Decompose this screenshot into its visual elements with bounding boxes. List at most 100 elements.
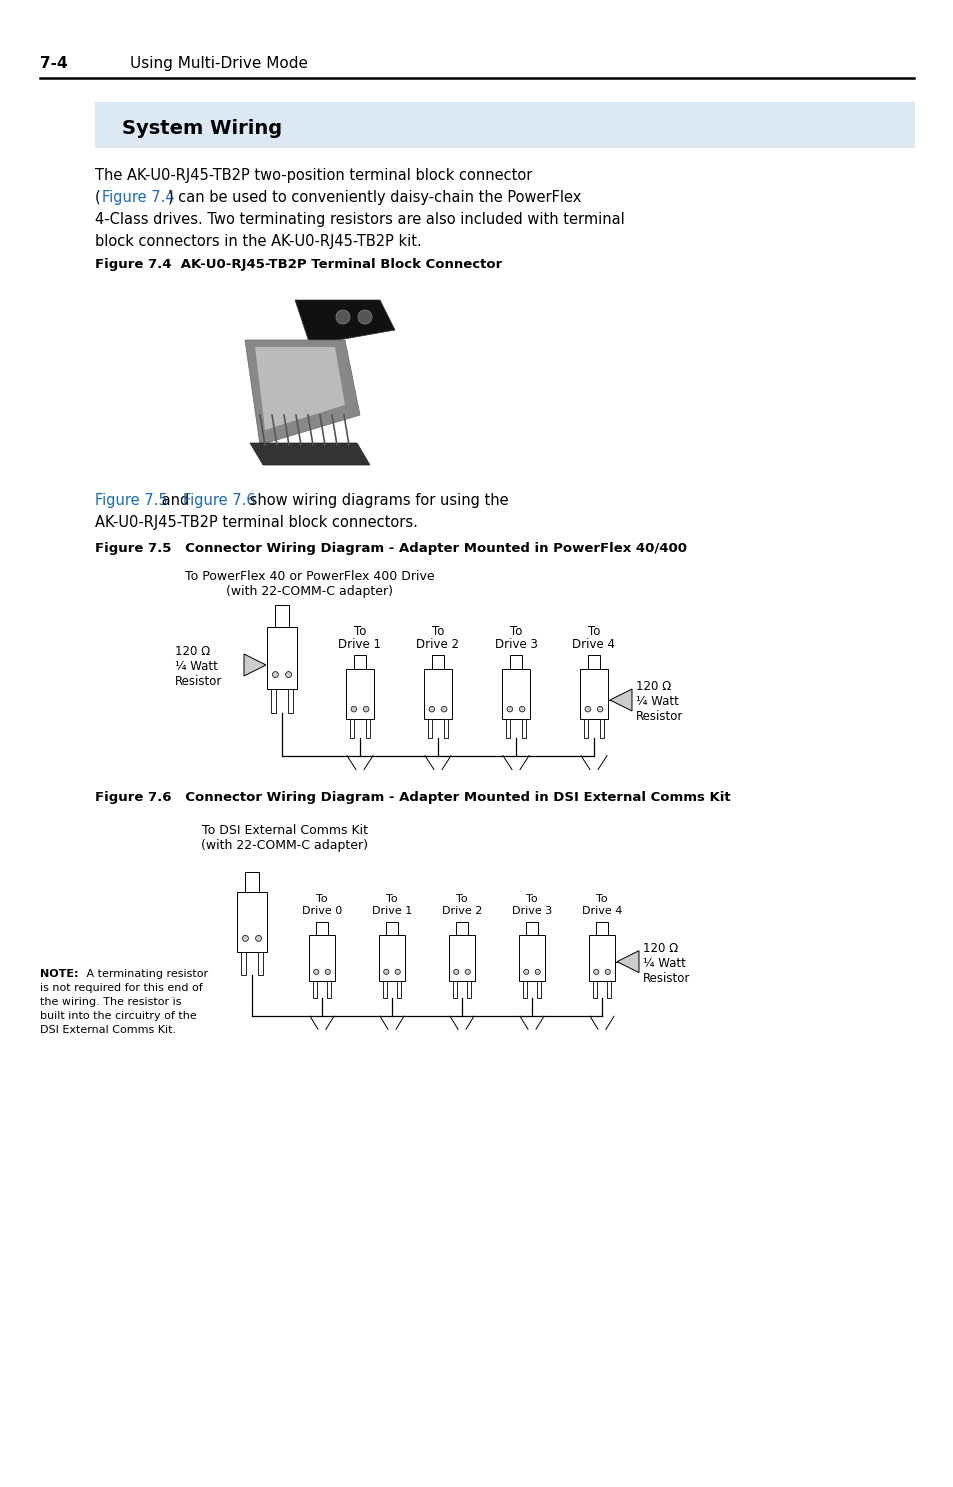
Bar xyxy=(443,718,448,738)
Circle shape xyxy=(454,970,458,974)
Bar xyxy=(599,718,603,738)
Text: Figure 7.4  AK-U0-RJ45-TB2P Terminal Block Connector: Figure 7.4 AK-U0-RJ45-TB2P Terminal Bloc… xyxy=(95,259,501,271)
Text: Resistor: Resistor xyxy=(636,709,682,723)
Polygon shape xyxy=(254,346,345,430)
Text: To: To xyxy=(526,894,537,904)
Bar xyxy=(521,718,525,738)
Text: show wiring diagrams for using the: show wiring diagrams for using the xyxy=(245,494,508,509)
Polygon shape xyxy=(245,341,359,445)
Circle shape xyxy=(285,672,292,678)
Bar xyxy=(579,669,607,718)
Bar xyxy=(95,103,914,149)
Text: Drive 3: Drive 3 xyxy=(512,906,552,916)
Circle shape xyxy=(335,309,350,324)
Text: built into the circuitry of the: built into the circuitry of the xyxy=(40,1011,196,1020)
Text: 120 Ω: 120 Ω xyxy=(174,645,210,659)
Circle shape xyxy=(357,309,372,324)
Text: To DSI External Comms Kit: To DSI External Comms Kit xyxy=(202,824,368,837)
Bar xyxy=(315,922,328,935)
Text: Drive 2: Drive 2 xyxy=(441,906,481,916)
Bar xyxy=(501,669,530,718)
Bar xyxy=(432,654,444,669)
Bar xyxy=(396,980,401,998)
Text: To: To xyxy=(386,894,397,904)
Text: ¼ Watt: ¼ Watt xyxy=(636,694,679,708)
Polygon shape xyxy=(617,950,639,972)
Text: Resistor: Resistor xyxy=(642,971,690,984)
Text: Figure 7.5   Connector Wiring Diagram - Adapter Mounted in PowerFlex 40/400: Figure 7.5 Connector Wiring Diagram - Ad… xyxy=(95,541,686,555)
Text: Drive 3: Drive 3 xyxy=(494,638,537,651)
Circle shape xyxy=(383,970,389,974)
Circle shape xyxy=(325,970,330,974)
Text: Drive 1: Drive 1 xyxy=(338,638,381,651)
Text: NOTE:: NOTE: xyxy=(40,968,78,978)
Bar xyxy=(346,669,374,718)
Text: To: To xyxy=(432,625,444,638)
Bar xyxy=(309,935,335,980)
Circle shape xyxy=(242,935,248,941)
Bar xyxy=(526,922,537,935)
Text: and: and xyxy=(157,494,193,509)
Text: (with 22-COMM-C adapter): (with 22-COMM-C adapter) xyxy=(226,584,393,598)
Polygon shape xyxy=(244,654,266,677)
Text: Drive 2: Drive 2 xyxy=(416,638,459,651)
Text: DSI External Comms Kit.: DSI External Comms Kit. xyxy=(40,1025,176,1035)
Text: Figure 7.4: Figure 7.4 xyxy=(102,190,174,205)
Bar xyxy=(423,669,452,718)
Circle shape xyxy=(604,970,610,974)
Text: AK-U0-RJ45-TB2P terminal block connectors.: AK-U0-RJ45-TB2P terminal block connector… xyxy=(95,515,417,529)
Polygon shape xyxy=(609,688,631,711)
Text: A terminating resistor: A terminating resistor xyxy=(83,968,208,978)
Bar xyxy=(607,980,611,998)
Bar xyxy=(509,654,521,669)
Bar xyxy=(456,922,467,935)
Polygon shape xyxy=(294,300,395,345)
Bar xyxy=(267,626,296,688)
Text: Resistor: Resistor xyxy=(174,675,222,688)
Text: To: To xyxy=(509,625,521,638)
Text: 7-4: 7-4 xyxy=(40,57,68,71)
Circle shape xyxy=(535,970,539,974)
Text: Drive 4: Drive 4 xyxy=(572,638,615,651)
Bar xyxy=(449,935,475,980)
Text: the wiring. The resistor is: the wiring. The resistor is xyxy=(40,996,181,1007)
Text: System Wiring: System Wiring xyxy=(122,119,282,138)
Text: block connectors in the AK-U0-RJ45-TB2P kit.: block connectors in the AK-U0-RJ45-TB2P … xyxy=(95,233,421,248)
Text: To: To xyxy=(456,894,467,904)
Bar xyxy=(258,952,262,975)
Polygon shape xyxy=(250,443,370,465)
Circle shape xyxy=(273,672,278,678)
Text: Drive 0: Drive 0 xyxy=(301,906,342,916)
Bar xyxy=(350,718,354,738)
Bar xyxy=(518,935,544,980)
Bar xyxy=(288,688,293,712)
Circle shape xyxy=(395,970,400,974)
Bar xyxy=(386,922,397,935)
Bar xyxy=(354,654,366,669)
Bar xyxy=(236,892,267,952)
Circle shape xyxy=(593,970,598,974)
Text: Figure 7.5: Figure 7.5 xyxy=(95,494,168,509)
Circle shape xyxy=(518,706,524,712)
Text: To: To xyxy=(587,625,599,638)
Text: To: To xyxy=(354,625,366,638)
Circle shape xyxy=(351,706,356,712)
Bar xyxy=(537,980,540,998)
Circle shape xyxy=(597,706,602,712)
Bar xyxy=(241,952,246,975)
Text: (: ( xyxy=(95,190,101,205)
Bar xyxy=(453,980,456,998)
Bar xyxy=(365,718,370,738)
Bar xyxy=(583,718,588,738)
Text: Figure 7.6: Figure 7.6 xyxy=(183,494,255,509)
Bar xyxy=(271,688,275,712)
Text: To: To xyxy=(315,894,328,904)
Text: ¼ Watt: ¼ Watt xyxy=(174,660,217,674)
Text: ) can be used to conveniently daisy-chain the PowerFlex: ) can be used to conveniently daisy-chai… xyxy=(168,190,580,205)
Bar xyxy=(596,922,607,935)
Bar xyxy=(382,980,386,998)
Bar xyxy=(592,980,596,998)
Bar xyxy=(467,980,471,998)
Text: The AK-U0-RJ45-TB2P two-position terminal block connector: The AK-U0-RJ45-TB2P two-position termina… xyxy=(95,168,532,183)
Circle shape xyxy=(314,970,318,974)
